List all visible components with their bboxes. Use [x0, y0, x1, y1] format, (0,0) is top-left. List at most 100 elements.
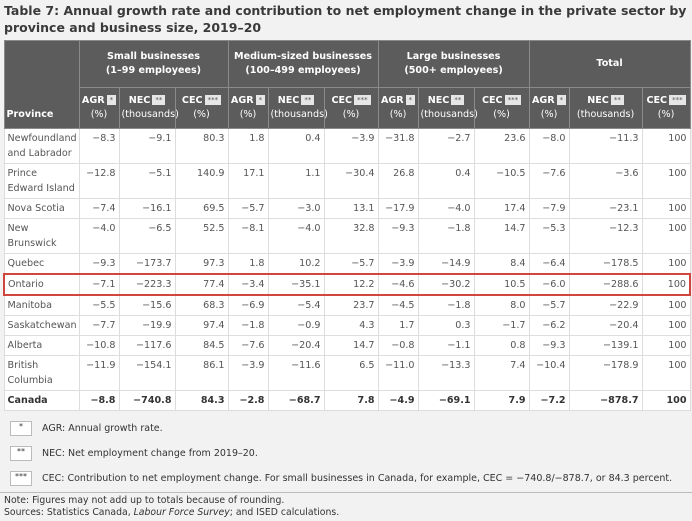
- table-row: Canada −8.8 −740.8 84.3 −2.8 −68.7 7.8 −4.9 −69.…: [3, 390, 691, 411]
- value-cell: −4.5: [377, 294, 419, 316]
- value-cell: 140.9: [174, 163, 229, 199]
- value-cell: −7.2: [528, 390, 570, 411]
- header-group: Medium-sized businesses (100–499 employee…: [227, 40, 379, 88]
- group-name: Total: [596, 58, 623, 69]
- value-cell: −10.5: [473, 163, 530, 199]
- footnote-marker[interactable]: *: [556, 95, 567, 105]
- value-cell: −11.6: [267, 355, 325, 391]
- footnote-marker[interactable]: ***: [354, 95, 371, 105]
- value-cell: 7.4: [473, 355, 530, 391]
- header-agr: AGR * (%): [377, 87, 419, 129]
- col-abbr: AGR: [81, 95, 105, 106]
- footnote-marker[interactable]: **: [301, 95, 315, 105]
- group-sub: (1–99 employees): [105, 65, 202, 76]
- col-unit: (%): [493, 109, 510, 120]
- header-cec: CEC *** (%): [641, 87, 691, 129]
- value-cell: −8.1: [227, 218, 269, 254]
- value-cell: −17.9: [377, 198, 419, 219]
- province-cell: Prince Edward Island: [3, 163, 80, 199]
- header-agr: AGR * (%): [227, 87, 269, 129]
- value-cell: 100: [641, 198, 691, 219]
- value-cell: −5.7: [323, 253, 379, 275]
- province-cell: Quebec: [3, 253, 80, 275]
- value-cell: −15.6: [118, 294, 176, 316]
- value-cell: −1.7: [473, 315, 530, 336]
- table-row: New Brunswick −4.0 −6.5 52.5 −8.1 −4.0 32.8 −9.…: [3, 218, 691, 254]
- footnote-marker[interactable]: *: [255, 95, 266, 105]
- province-cell: British Columbia: [3, 355, 80, 391]
- province-cell: Ontario: [3, 273, 80, 296]
- value-cell: 7.8: [323, 390, 379, 411]
- value-cell: −5.7: [227, 198, 269, 219]
- legend-text: AGR: Annual growth rate.: [42, 422, 163, 434]
- value-cell: −35.1: [267, 273, 325, 296]
- value-cell: 77.4: [174, 273, 229, 296]
- value-cell: 100: [641, 163, 691, 199]
- value-cell: −5.3: [528, 218, 570, 254]
- value-cell: 0.3: [417, 315, 475, 336]
- province-cell: Nova Scotia: [3, 198, 80, 219]
- value-cell: −3.9: [377, 253, 419, 275]
- footnote-marker[interactable]: ***: [669, 95, 686, 105]
- value-cell: −0.9: [267, 315, 325, 336]
- value-cell: 100: [641, 390, 691, 411]
- value-cell: −4.6: [377, 273, 419, 296]
- value-cell: 6.5: [323, 355, 379, 391]
- footnote-marker[interactable]: *: [106, 95, 117, 105]
- value-cell: −154.1: [118, 355, 176, 391]
- legend-marker: *: [10, 420, 32, 436]
- value-cell: −5.5: [78, 294, 120, 316]
- value-cell: −6.9: [227, 294, 269, 316]
- sources-prefix: Sources: Statistics Canada,: [4, 507, 134, 518]
- footnote-marker[interactable]: **: [152, 95, 166, 105]
- legend-item: ** NEC: Net employment change from 2019–2…: [4, 442, 692, 464]
- group-sub: (100–499 employees): [245, 65, 361, 76]
- value-cell: −7.9: [528, 198, 570, 219]
- value-cell: 100: [641, 335, 691, 356]
- value-cell: −4.0: [267, 218, 325, 254]
- value-cell: 100: [641, 273, 692, 296]
- footnote-marker[interactable]: **: [610, 95, 624, 105]
- value-cell: −2.8: [227, 390, 269, 411]
- footnote-marker[interactable]: ***: [204, 95, 222, 105]
- col-unit: (thousands): [576, 109, 635, 120]
- group-name: Medium-sized businesses: [234, 51, 373, 62]
- value-cell: −11.3: [568, 128, 643, 164]
- header-nec: NEC ** (thousands): [267, 87, 328, 129]
- province-cell: Alberta: [3, 335, 80, 356]
- value-cell: −23.1: [568, 198, 643, 219]
- group-sub: (500+ employees): [404, 65, 503, 76]
- value-cell: −22.9: [568, 294, 643, 316]
- col-unit: (thousands): [420, 109, 478, 120]
- value-cell: −6.0: [528, 273, 570, 296]
- footnote-marker[interactable]: *: [405, 95, 416, 105]
- col-unit: (%): [389, 109, 407, 120]
- footnote-marker[interactable]: ***: [504, 95, 522, 105]
- header-group: Total: [528, 40, 691, 88]
- value-cell: −30.4: [323, 163, 379, 199]
- value-cell: 10.2: [267, 253, 325, 275]
- value-cell: −5.4: [267, 294, 325, 316]
- header-nec: NEC ** (thousands): [417, 87, 478, 129]
- value-cell: −740.8: [118, 390, 176, 411]
- col-abbr: AGR: [531, 95, 555, 106]
- table-row: Prince Edward Island −12.8 −5.1 140.9 17.1 1.…: [3, 163, 691, 199]
- header-cec: CEC *** (%): [174, 87, 229, 129]
- col-unit: (%): [90, 109, 108, 120]
- value-cell: 1.7: [377, 315, 419, 336]
- value-cell: −3.9: [323, 128, 379, 164]
- value-cell: −178.5: [568, 253, 643, 275]
- col-abbr: NEC: [587, 95, 609, 106]
- value-cell: 14.7: [323, 335, 379, 356]
- header-province: Province: [3, 40, 80, 129]
- value-cell: −68.7: [267, 390, 325, 411]
- value-cell: 100: [641, 253, 691, 275]
- note-text: Note: Figures may not add up to totals b…: [4, 495, 285, 506]
- value-cell: −1.8: [417, 218, 475, 254]
- col-unit: (thousands): [121, 109, 179, 120]
- value-cell: −8.0: [528, 128, 570, 164]
- value-cell: −139.1: [568, 335, 643, 356]
- value-cell: −10.8: [78, 335, 120, 356]
- value-cell: 17.1: [227, 163, 269, 199]
- footnote-marker[interactable]: **: [451, 95, 465, 105]
